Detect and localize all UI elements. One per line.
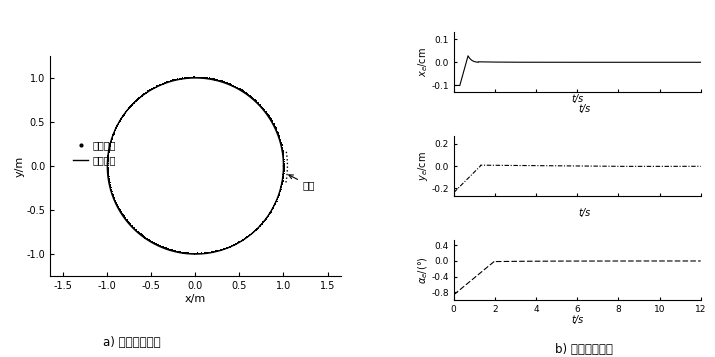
Y-axis label: $\alpha_e$/(°): $\alpha_e$/(°) bbox=[416, 256, 430, 283]
Y-axis label: $y_e$/cm: $y_e$/cm bbox=[416, 151, 430, 181]
Y-axis label: $x_e$/cm: $x_e$/cm bbox=[416, 47, 430, 77]
期望轨迹 bbox=[209, 250, 217, 255]
实际轨迹 bbox=[190, 75, 199, 79]
Text: 起点: 起点 bbox=[289, 175, 315, 190]
期望轨迹 bbox=[279, 164, 287, 168]
期望轨迹 bbox=[191, 252, 199, 256]
实际轨迹 bbox=[253, 227, 262, 231]
X-axis label: x/m: x/m bbox=[184, 294, 206, 304]
Text: t/s: t/s bbox=[578, 208, 591, 218]
X-axis label: t/s: t/s bbox=[571, 315, 583, 325]
Legend: 实际轨迹, 期望轨迹: 实际轨迹, 期望轨迹 bbox=[69, 136, 120, 169]
期望轨迹 bbox=[118, 115, 127, 119]
实际轨迹 bbox=[126, 106, 134, 110]
实际轨迹 bbox=[257, 106, 266, 110]
Text: a) 轨迹跟踪曲线: a) 轨迹跟踪曲线 bbox=[104, 336, 161, 349]
期望轨迹 bbox=[157, 245, 166, 250]
期望轨迹 bbox=[109, 132, 117, 136]
期望轨迹 bbox=[279, 164, 287, 168]
实际轨迹 bbox=[280, 164, 288, 168]
期望轨迹 bbox=[262, 111, 270, 115]
X-axis label: t/s: t/s bbox=[571, 94, 583, 104]
Text: b) 位姿误差曲线: b) 位姿误差曲线 bbox=[556, 343, 613, 356]
Text: t/s: t/s bbox=[578, 104, 591, 114]
实际轨迹 bbox=[112, 125, 121, 129]
期望轨迹 bbox=[218, 248, 227, 252]
Line: 期望轨迹: 期望轨迹 bbox=[107, 78, 283, 254]
Y-axis label: y/m: y/m bbox=[15, 155, 25, 177]
实际轨迹 bbox=[232, 86, 240, 90]
实际轨迹 bbox=[279, 164, 287, 168]
实际轨迹 bbox=[279, 174, 287, 178]
期望轨迹 bbox=[191, 76, 199, 80]
Line: 实际轨迹: 实际轨迹 bbox=[107, 77, 285, 255]
实际轨迹 bbox=[189, 252, 198, 257]
